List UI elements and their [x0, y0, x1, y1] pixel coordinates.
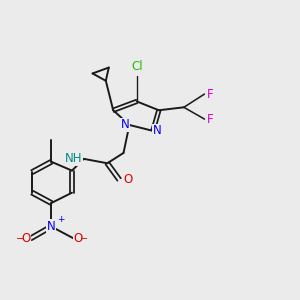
Text: N: N: [47, 220, 56, 233]
Text: +: +: [57, 214, 64, 224]
Text: −: −: [16, 234, 24, 244]
Text: N: N: [121, 118, 129, 131]
Text: F: F: [207, 112, 214, 126]
Text: −: −: [80, 234, 88, 244]
Text: F: F: [207, 88, 214, 100]
Text: O: O: [124, 173, 133, 186]
Text: N: N: [153, 124, 162, 137]
Text: NH: NH: [65, 152, 82, 165]
Text: O: O: [74, 232, 83, 245]
Text: Cl: Cl: [131, 60, 142, 73]
Text: O: O: [22, 232, 31, 245]
